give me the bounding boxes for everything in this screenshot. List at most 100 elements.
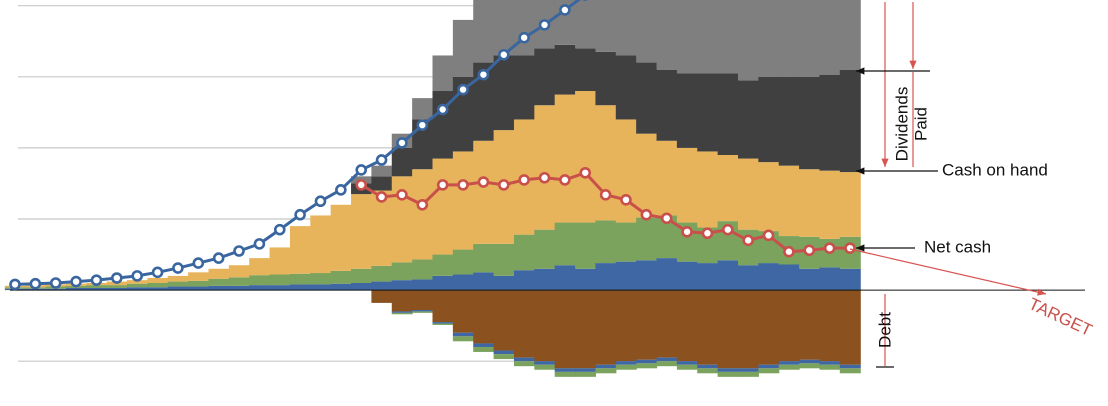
line-marker — [497, 48, 510, 61]
line-marker — [416, 198, 429, 211]
bar-segment — [615, 290, 637, 362]
bar-segment — [513, 290, 535, 358]
bar-segment — [351, 268, 373, 283]
bar-segment — [636, 62, 658, 134]
bar-segment — [127, 287, 148, 291]
bar-segment — [595, 263, 617, 291]
bar-segment — [819, 0, 841, 75]
bar-segment — [310, 215, 332, 274]
line-marker — [396, 137, 408, 149]
bar-segment — [636, 359, 658, 364]
bar-segment — [819, 364, 841, 370]
bar-segment — [676, 147, 698, 223]
bar-segment — [799, 76, 821, 170]
bar-segment — [799, 290, 821, 360]
line-marker — [151, 266, 164, 279]
annotation: Net cash — [924, 237, 991, 256]
bar-segment — [656, 361, 678, 367]
bar-segment — [758, 368, 780, 374]
bar-segment — [473, 140, 495, 244]
bar-segment — [799, 0, 821, 77]
bar-segment — [758, 76, 780, 163]
bar-segment — [575, 268, 597, 291]
line-marker — [233, 245, 245, 257]
bar-segment — [656, 140, 678, 216]
bar-segment — [819, 267, 841, 291]
bar-segment — [778, 361, 800, 365]
line-marker — [355, 179, 368, 191]
bar-segment — [575, 91, 597, 223]
bar-segment — [554, 265, 576, 291]
bar-segment — [595, 290, 617, 365]
bar-segment — [493, 354, 515, 360]
bar-segment — [289, 273, 311, 285]
bar-segment — [595, 105, 617, 221]
bar-segment — [676, 361, 698, 365]
bar-segment — [45, 288, 67, 291]
bar-segment — [513, 55, 535, 120]
bar-segment — [432, 158, 454, 255]
bar-segment — [575, 222, 597, 269]
bar-segment — [575, 290, 597, 369]
bar-segment — [147, 282, 169, 288]
bar-segment — [473, 243, 495, 273]
line-marker — [497, 179, 510, 191]
line-marker — [192, 257, 205, 269]
bar-segment — [412, 119, 434, 170]
bar-segment — [595, 51, 617, 106]
bar-segment — [799, 169, 821, 237]
bar-segment — [839, 69, 861, 173]
bar-segment — [147, 287, 169, 291]
line-marker — [131, 270, 143, 282]
bar-segment — [330, 270, 352, 284]
bar-segment — [758, 290, 780, 365]
bar-segment — [432, 323, 454, 325]
bar-segment — [412, 259, 434, 280]
bar-segment — [473, 272, 495, 291]
annotation: TARGET — [1026, 294, 1095, 340]
bar-segment — [208, 278, 230, 286]
bar-segment — [819, 290, 841, 362]
bar-segment — [636, 290, 658, 360]
line-marker — [518, 174, 530, 186]
bar-segment — [106, 287, 128, 291]
bar-segment — [371, 165, 393, 177]
bar-segment — [228, 285, 250, 291]
bar-segment — [391, 262, 413, 281]
bar-segment — [534, 229, 556, 269]
bar-segment — [167, 281, 189, 287]
bar-segment — [676, 290, 698, 362]
bar-segment — [778, 264, 800, 291]
bar-segment — [554, 94, 576, 223]
line-marker — [396, 189, 408, 201]
bar-segment — [412, 279, 434, 291]
line-marker — [660, 212, 673, 225]
bar-segment — [452, 249, 474, 275]
bar-segment — [432, 290, 454, 323]
line-marker — [436, 103, 449, 116]
bar-segment — [717, 155, 739, 222]
bar-segment — [717, 368, 739, 372]
bar-segment — [595, 220, 617, 264]
bar-segment — [737, 371, 759, 377]
bar-segment — [839, 290, 861, 365]
bar-segment — [513, 234, 535, 271]
bar-segment — [534, 48, 556, 106]
bar-segment — [656, 69, 678, 141]
bar-segment — [656, 0, 678, 70]
bar-segment — [819, 361, 841, 365]
line-marker — [742, 234, 754, 247]
bar-segment — [636, 133, 658, 218]
bar-segment — [65, 287, 87, 291]
bar-segment — [636, 363, 658, 369]
bar-segment — [432, 275, 454, 291]
line-marker — [212, 252, 225, 264]
bar-segment — [534, 268, 556, 291]
bar-segment — [412, 169, 434, 260]
bar-segment — [493, 275, 515, 291]
line-marker — [375, 154, 388, 166]
bar-segment — [656, 258, 678, 291]
bar-segment — [615, 55, 637, 120]
bar-segment — [391, 280, 413, 291]
bar-segment — [778, 0, 800, 77]
